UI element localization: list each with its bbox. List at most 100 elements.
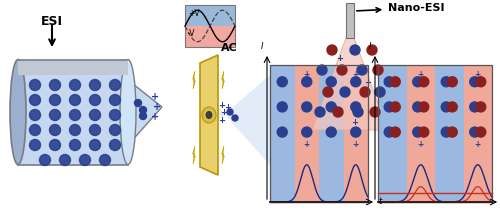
Circle shape bbox=[351, 77, 361, 87]
Circle shape bbox=[50, 79, 60, 91]
Text: +: + bbox=[474, 70, 481, 79]
Text: +: + bbox=[224, 103, 232, 111]
Bar bbox=[185, 5, 235, 47]
Circle shape bbox=[30, 125, 40, 135]
Bar bbox=[185, 5, 235, 26]
Text: -V: -V bbox=[188, 29, 196, 38]
Text: I: I bbox=[261, 42, 263, 51]
Circle shape bbox=[327, 45, 337, 55]
Circle shape bbox=[70, 125, 80, 135]
Bar bbox=[435, 65, 464, 202]
Polygon shape bbox=[128, 80, 162, 145]
Circle shape bbox=[442, 127, 451, 137]
Circle shape bbox=[277, 102, 287, 112]
Circle shape bbox=[140, 113, 146, 119]
Circle shape bbox=[448, 102, 457, 112]
Circle shape bbox=[140, 107, 146, 113]
Circle shape bbox=[110, 95, 120, 106]
Circle shape bbox=[470, 127, 480, 137]
Circle shape bbox=[30, 140, 40, 150]
Text: +: + bbox=[328, 101, 336, 110]
Circle shape bbox=[70, 140, 80, 150]
Text: +: + bbox=[418, 140, 424, 149]
Bar bbox=[270, 65, 368, 202]
Bar bbox=[18, 61, 128, 75]
Text: +V: +V bbox=[188, 9, 200, 18]
Circle shape bbox=[470, 102, 480, 112]
Polygon shape bbox=[222, 71, 224, 89]
Polygon shape bbox=[312, 38, 388, 130]
Circle shape bbox=[333, 107, 343, 117]
Circle shape bbox=[390, 127, 400, 137]
Text: +: + bbox=[352, 117, 358, 126]
Circle shape bbox=[419, 77, 429, 87]
Polygon shape bbox=[222, 146, 224, 164]
Text: +: + bbox=[153, 102, 161, 112]
Text: +: + bbox=[352, 140, 359, 149]
Circle shape bbox=[317, 65, 327, 75]
Text: +: + bbox=[364, 77, 372, 86]
Circle shape bbox=[60, 155, 70, 165]
Polygon shape bbox=[192, 146, 196, 164]
Circle shape bbox=[384, 77, 394, 87]
Circle shape bbox=[419, 127, 429, 137]
Circle shape bbox=[375, 87, 385, 97]
Text: +: + bbox=[151, 112, 159, 122]
Text: +: + bbox=[220, 107, 228, 116]
Text: +: + bbox=[474, 140, 481, 149]
Text: I: I bbox=[369, 42, 371, 51]
Bar bbox=[344, 65, 368, 202]
Circle shape bbox=[442, 102, 451, 112]
Circle shape bbox=[227, 109, 233, 115]
Circle shape bbox=[30, 110, 40, 120]
Circle shape bbox=[302, 102, 312, 112]
Bar bbox=[378, 65, 492, 202]
Circle shape bbox=[315, 107, 325, 117]
Circle shape bbox=[384, 127, 394, 137]
Polygon shape bbox=[200, 55, 218, 175]
Circle shape bbox=[90, 125, 101, 135]
Text: +: + bbox=[352, 70, 359, 79]
Circle shape bbox=[50, 125, 60, 135]
Circle shape bbox=[50, 95, 60, 106]
Text: +: + bbox=[304, 70, 310, 79]
Circle shape bbox=[134, 100, 141, 107]
Circle shape bbox=[110, 140, 120, 150]
Text: +: + bbox=[336, 54, 344, 62]
Bar bbox=[378, 65, 406, 202]
Circle shape bbox=[360, 87, 370, 97]
Circle shape bbox=[413, 77, 423, 87]
Circle shape bbox=[476, 77, 486, 87]
Bar bbox=[185, 26, 235, 47]
Ellipse shape bbox=[120, 59, 136, 165]
Bar bbox=[270, 65, 294, 202]
Circle shape bbox=[350, 45, 360, 55]
Circle shape bbox=[476, 102, 486, 112]
Text: t: t bbox=[378, 198, 382, 207]
Polygon shape bbox=[218, 75, 270, 165]
Ellipse shape bbox=[202, 107, 216, 123]
Text: AC: AC bbox=[221, 43, 238, 53]
Circle shape bbox=[419, 102, 429, 112]
Circle shape bbox=[50, 140, 60, 150]
Circle shape bbox=[50, 110, 60, 120]
Circle shape bbox=[353, 107, 363, 117]
Circle shape bbox=[90, 140, 101, 150]
Circle shape bbox=[232, 115, 238, 121]
Text: +: + bbox=[151, 92, 159, 102]
Text: +: + bbox=[304, 140, 310, 149]
Text: Nano-ESI: Nano-ESI bbox=[357, 3, 444, 13]
Circle shape bbox=[367, 45, 377, 55]
Bar bbox=[18, 60, 128, 165]
Polygon shape bbox=[192, 71, 196, 89]
Circle shape bbox=[326, 102, 336, 112]
Circle shape bbox=[326, 77, 336, 87]
Circle shape bbox=[351, 102, 361, 112]
Circle shape bbox=[390, 102, 400, 112]
Circle shape bbox=[302, 127, 312, 137]
Circle shape bbox=[277, 77, 287, 87]
Text: +: + bbox=[218, 101, 226, 110]
Circle shape bbox=[476, 127, 486, 137]
Circle shape bbox=[370, 107, 380, 117]
Circle shape bbox=[30, 95, 40, 106]
